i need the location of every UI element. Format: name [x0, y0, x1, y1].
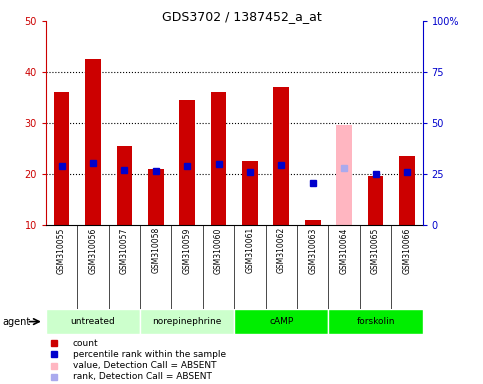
- Text: GSM310061: GSM310061: [245, 227, 255, 273]
- Text: cAMP: cAMP: [269, 317, 294, 326]
- Text: GSM310055: GSM310055: [57, 227, 66, 273]
- Bar: [211, 93, 227, 225]
- Bar: [54, 93, 70, 225]
- Text: GSM310066: GSM310066: [402, 227, 412, 273]
- Text: count: count: [72, 339, 98, 348]
- Bar: [305, 220, 321, 225]
- Text: untreated: untreated: [71, 317, 115, 326]
- Text: agent: agent: [2, 316, 30, 327]
- Bar: [140, 309, 234, 334]
- Text: GSM310060: GSM310060: [214, 227, 223, 273]
- Bar: [368, 176, 384, 225]
- Text: value, Detection Call = ABSENT: value, Detection Call = ABSENT: [72, 361, 216, 370]
- Text: GSM310058: GSM310058: [151, 227, 160, 273]
- Text: percentile rank within the sample: percentile rank within the sample: [72, 350, 226, 359]
- Bar: [116, 146, 132, 225]
- Text: rank, Detection Call = ABSENT: rank, Detection Call = ABSENT: [72, 372, 212, 381]
- Bar: [242, 161, 258, 225]
- Text: norepinephrine: norepinephrine: [153, 317, 222, 326]
- Text: forskolin: forskolin: [356, 317, 395, 326]
- Text: GSM310056: GSM310056: [88, 227, 98, 273]
- Bar: [148, 169, 164, 225]
- Bar: [273, 87, 289, 225]
- Text: GSM310059: GSM310059: [183, 227, 192, 273]
- Text: GSM310063: GSM310063: [308, 227, 317, 273]
- Bar: [46, 309, 140, 334]
- Bar: [234, 309, 328, 334]
- Text: GDS3702 / 1387452_a_at: GDS3702 / 1387452_a_at: [162, 10, 321, 23]
- Text: GSM310064: GSM310064: [340, 227, 349, 273]
- Text: GSM310062: GSM310062: [277, 227, 286, 273]
- Bar: [399, 156, 415, 225]
- Bar: [328, 309, 423, 334]
- Bar: [336, 126, 352, 225]
- Text: GSM310057: GSM310057: [120, 227, 129, 273]
- Bar: [179, 100, 195, 225]
- Bar: [85, 59, 101, 225]
- Text: GSM310065: GSM310065: [371, 227, 380, 273]
